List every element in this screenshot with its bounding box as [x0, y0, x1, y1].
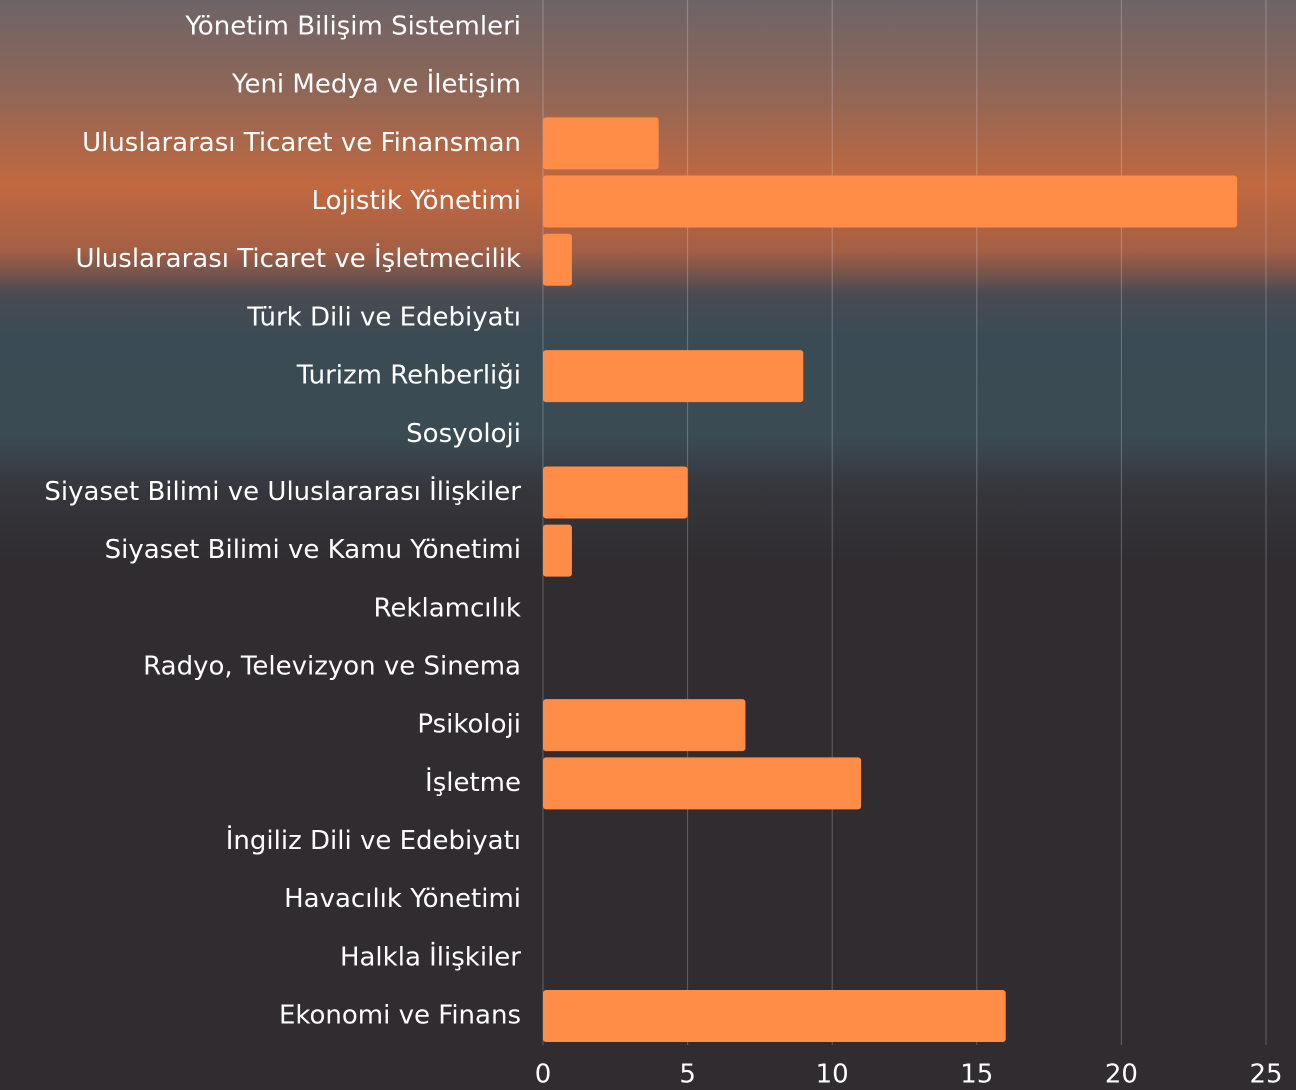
y-tick-label: Psikoloji — [417, 710, 521, 740]
bar — [543, 524, 572, 577]
y-tick-label: Siyaset Bilimi ve Uluslararası İlişkiler — [44, 475, 521, 507]
x-tick-label: 0 — [535, 1060, 552, 1090]
x-tick-label: 20 — [1105, 1060, 1138, 1090]
bar — [543, 990, 1006, 1043]
y-tick-label: İngiliz Dili ve Edebiyatı — [226, 824, 521, 856]
y-tick-label: Reklamcılık — [374, 593, 521, 623]
y-tick-label: Radyo, Televizyon ve Sinema — [143, 651, 521, 681]
y-tick-label: Lojistik Yönetimi — [312, 186, 521, 216]
bar — [543, 757, 862, 810]
bar — [543, 350, 804, 403]
y-tick-label: Türk Dili ve Edebiyatı — [246, 302, 521, 332]
y-tick-label: Siyaset Bilimi ve Kamu Yönetimi — [105, 535, 521, 565]
y-tick-label: Uluslararası Ticaret ve Finansman — [82, 128, 521, 158]
x-tick-label: 15 — [960, 1060, 993, 1090]
bar — [543, 233, 572, 286]
y-tick-label: Yeni Medya ve İletişim — [231, 68, 521, 100]
bar — [543, 117, 659, 170]
y-tick-label: Yönetim Bilişim Sistemleri — [184, 12, 521, 42]
bar — [543, 699, 746, 752]
x-tick-label: 25 — [1249, 1060, 1282, 1090]
bar — [543, 175, 1238, 228]
bar — [543, 466, 688, 519]
x-tick-label: 5 — [679, 1060, 696, 1090]
y-tick-label: Halkla İlişkiler — [340, 940, 521, 972]
y-tick-label: Ekonomi ve Finans — [279, 1001, 521, 1031]
y-tick-label: Havacılık Yönetimi — [284, 884, 521, 914]
y-tick-label: Uluslararası Ticaret ve İşletmecilik — [76, 242, 521, 274]
y-tick-label: Turizm Rehberliği — [296, 361, 521, 391]
y-tick-label: Sosyoloji — [406, 419, 521, 449]
y-tick-label: İşletme — [425, 766, 521, 798]
x-tick-label: 10 — [816, 1060, 849, 1090]
